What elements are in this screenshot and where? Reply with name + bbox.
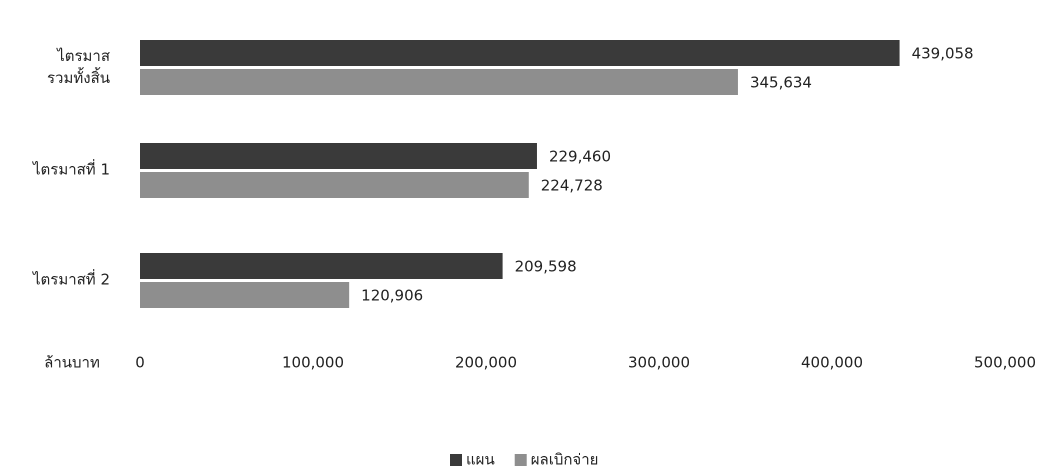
y-tick-label: ไตรมาสที่ 2 — [32, 269, 110, 289]
bar — [140, 143, 537, 169]
legend-label: ผลเบิกจ่าย — [531, 451, 599, 469]
x-tick-label: 500,000 — [974, 354, 1036, 372]
data-label: 345,634 — [750, 74, 812, 92]
bar — [140, 253, 503, 279]
bar — [140, 69, 738, 95]
bar — [140, 282, 350, 308]
data-label: 209,598 — [515, 258, 577, 276]
x-tick-label: 100,000 — [282, 354, 344, 372]
x-tick-label: 400,000 — [801, 354, 863, 372]
y-tick-label: ไตรมาสรวมทั้งสิ้น — [47, 47, 110, 87]
y-tick-label: ไตรมาสที่ 1 — [32, 159, 110, 179]
bar — [140, 40, 900, 66]
x-axis-label: ล้านบาท — [44, 354, 100, 372]
bar — [140, 172, 529, 198]
data-label: 229,460 — [549, 148, 611, 166]
x-tick-label: 300,000 — [628, 354, 690, 372]
legend-swatch — [514, 454, 527, 466]
x-tick-label: 0 — [135, 354, 145, 372]
data-label: 120,906 — [361, 287, 423, 305]
data-label: 439,058 — [912, 45, 974, 63]
legend-label: แผน — [466, 451, 495, 469]
x-tick-label: 200,000 — [455, 354, 517, 372]
data-label: 224,728 — [541, 177, 603, 195]
legend-swatch — [450, 454, 462, 466]
